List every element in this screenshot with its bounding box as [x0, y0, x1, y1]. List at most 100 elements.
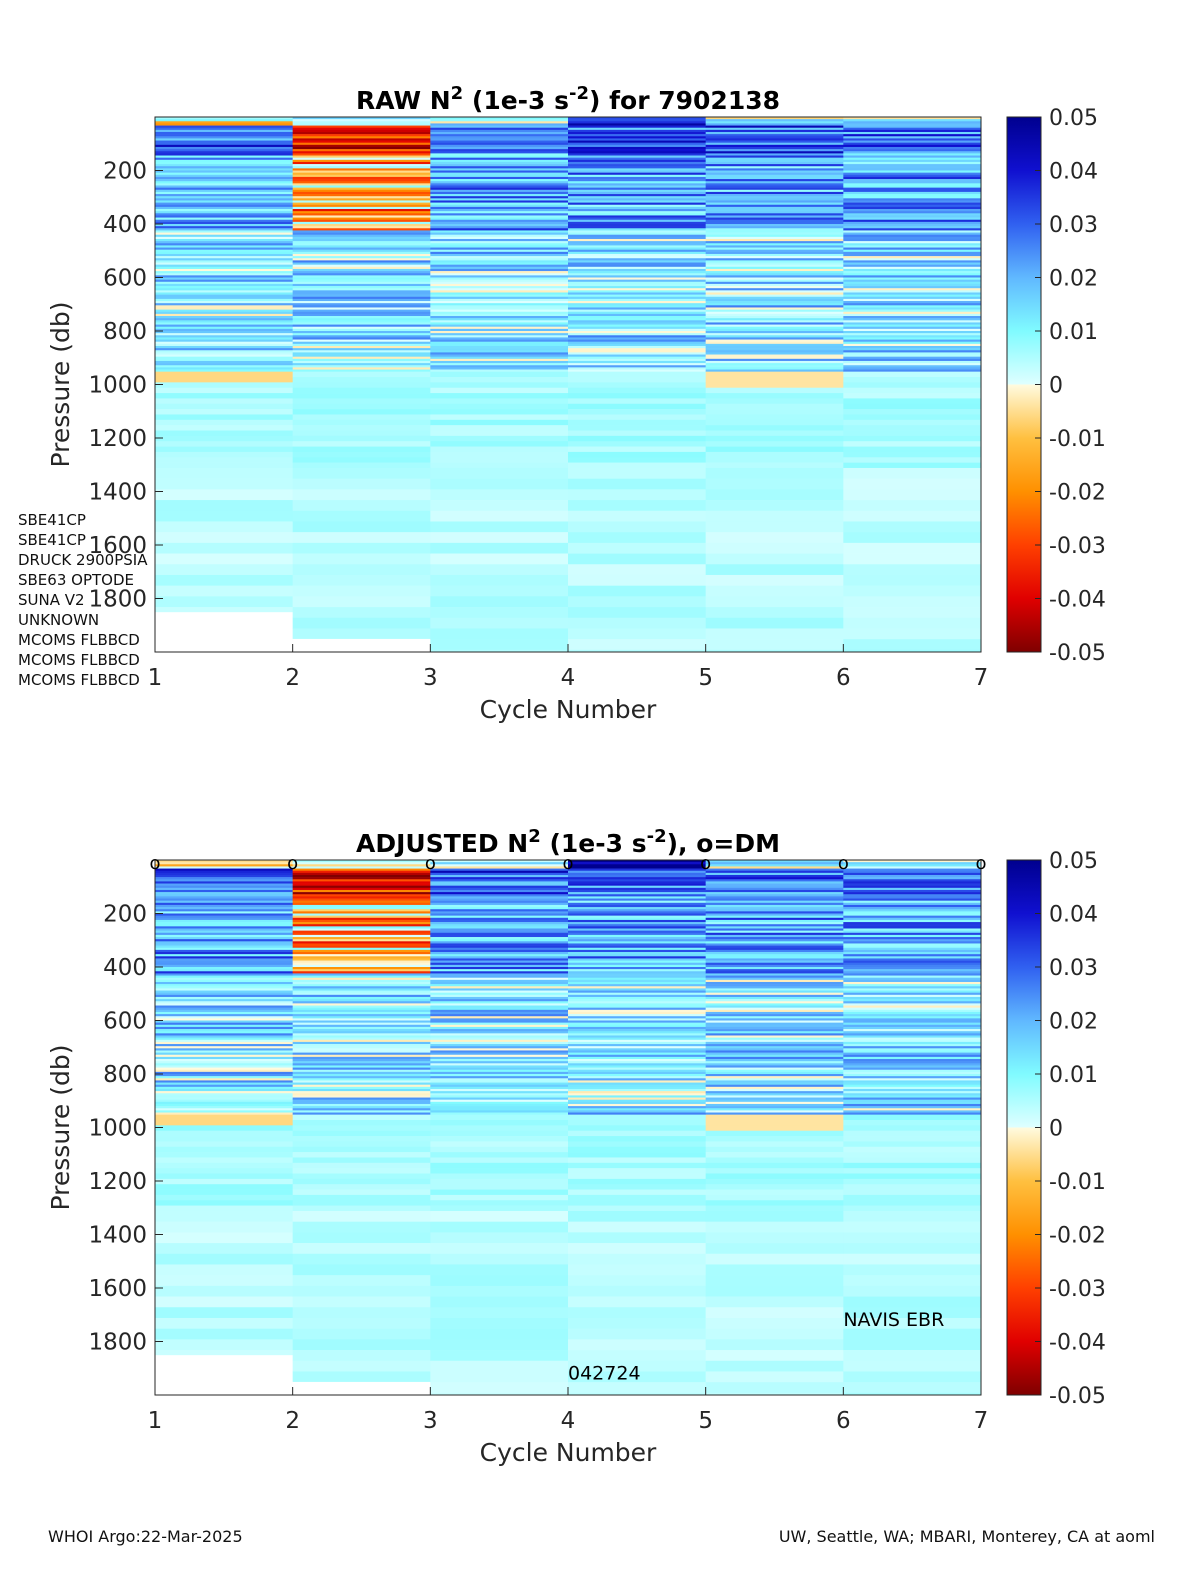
heatmap-cell: [568, 320, 707, 323]
heatmap-cell: [430, 249, 569, 253]
heatmap-cell: [843, 617, 982, 629]
heatmap-cell: [568, 930, 707, 934]
heatmap-cell: [155, 1078, 294, 1081]
heatmap-cell: [843, 1307, 982, 1319]
heatmap-cell: [292, 146, 431, 150]
heatmap-cell: [292, 367, 431, 370]
heatmap-cell: [705, 157, 844, 161]
heatmap-cell: [292, 414, 431, 421]
heatmap-cell: [430, 1350, 569, 1362]
heatmap-cell: [705, 121, 844, 124]
heatmap-cell: [843, 1026, 982, 1030]
heatmap-cell: [705, 409, 844, 415]
heatmap-cell: [843, 1052, 982, 1056]
heatmap-cell: [568, 155, 707, 158]
heatmap-cell: [430, 316, 569, 319]
heatmap-cell: [705, 922, 844, 925]
heatmap-cell: [292, 981, 431, 985]
heatmap-cell: [705, 860, 844, 863]
heatmap-cell: [292, 1125, 431, 1132]
heatmap-cell: [155, 1044, 294, 1047]
heatmap-cell: [705, 204, 844, 208]
heatmap-cell: [705, 1099, 844, 1103]
heatmap-cell: [292, 1082, 431, 1085]
heatmap-cell: [292, 189, 431, 193]
heatmap-cell: [568, 275, 707, 278]
heatmap-cell: [292, 1189, 431, 1196]
heatmap-cell: [292, 564, 431, 576]
heatmap-cell: [705, 213, 844, 216]
heatmap-cell: [843, 198, 982, 201]
heatmap-cell: [705, 909, 844, 912]
heatmap-cell: [430, 462, 569, 469]
heatmap-cell: [843, 430, 982, 437]
heatmap-cell: [843, 419, 982, 426]
heatmap-cell: [155, 1048, 294, 1051]
heatmap-cell: [568, 277, 707, 280]
heatmap-cell: [430, 532, 569, 544]
heatmap-cell: [430, 232, 569, 235]
heatmap-cell: [568, 191, 707, 195]
heatmap-cell: [568, 140, 707, 143]
heatmap-cell: [430, 1001, 569, 1004]
heatmap-cell: [705, 371, 844, 378]
y-tick-label: 600: [103, 1009, 147, 1035]
heatmap-cell: [568, 1392, 707, 1396]
heatmap-cell: [430, 1007, 569, 1011]
heatmap-cell: [292, 907, 431, 910]
heatmap-cell: [568, 1014, 707, 1017]
heatmap-cell: [292, 596, 431, 608]
heatmap-cell: [155, 1221, 294, 1233]
heatmap-cell: [705, 446, 844, 453]
heatmap-cell: [705, 1382, 844, 1394]
heatmap-cell: [292, 337, 431, 340]
heatmap-cell: [155, 253, 294, 257]
heatmap-cell: [843, 146, 982, 150]
heatmap-cell: [430, 1031, 569, 1034]
heatmap-cell: [155, 879, 294, 882]
heatmap-cell: [292, 999, 431, 1002]
heatmap-cell: [705, 1210, 844, 1222]
heatmap-cell: [292, 889, 431, 893]
heatmap-cell: [292, 939, 431, 942]
heatmap-cell: [155, 1184, 294, 1190]
heatmap-cell: [155, 1065, 294, 1068]
heatmap-cell: [568, 243, 707, 246]
heatmap-cell: [843, 121, 982, 124]
heatmap-cell: [843, 1120, 982, 1126]
heatmap-cell: [430, 241, 569, 244]
heatmap-cell: [568, 1080, 707, 1083]
heatmap-cell: [843, 241, 982, 244]
heatmap-cell: [843, 969, 982, 972]
heatmap-cell: [705, 155, 844, 158]
heatmap-cell: [705, 1371, 844, 1383]
heatmap-cell: [705, 887, 844, 891]
heatmap-cell: [155, 1264, 294, 1276]
heatmap-cell: [568, 387, 707, 394]
heatmap-cell: [705, 209, 844, 212]
heatmap-cell: [155, 1069, 294, 1073]
heatmap-cell: [430, 868, 569, 871]
heatmap-cell: [430, 1003, 569, 1006]
heatmap-cell: [292, 932, 431, 936]
heatmap-cell: [430, 1392, 569, 1396]
heatmap-cell: [430, 168, 569, 171]
heatmap-cell: [568, 1382, 707, 1394]
heatmap-cell: [843, 1392, 982, 1396]
heatmap-cell: [155, 1339, 294, 1351]
heatmap-cell: [155, 574, 294, 586]
heatmap-cell: [568, 478, 707, 490]
heatmap-cell: [568, 264, 707, 268]
heatmap-cell: [292, 221, 431, 225]
heatmap-cell: [843, 1253, 982, 1265]
heatmap-cell: [705, 1103, 844, 1107]
heatmap-cell: [292, 960, 431, 964]
heatmap-cell: [843, 230, 982, 233]
heatmap-cell: [843, 290, 982, 293]
heatmap-cell: [843, 1005, 982, 1008]
dm-marker: o: [149, 853, 160, 874]
heatmap-cell: [430, 1125, 569, 1132]
heatmap-cell: [843, 1108, 982, 1111]
heatmap-cell: [705, 398, 844, 405]
heatmap-cell: [843, 992, 982, 996]
